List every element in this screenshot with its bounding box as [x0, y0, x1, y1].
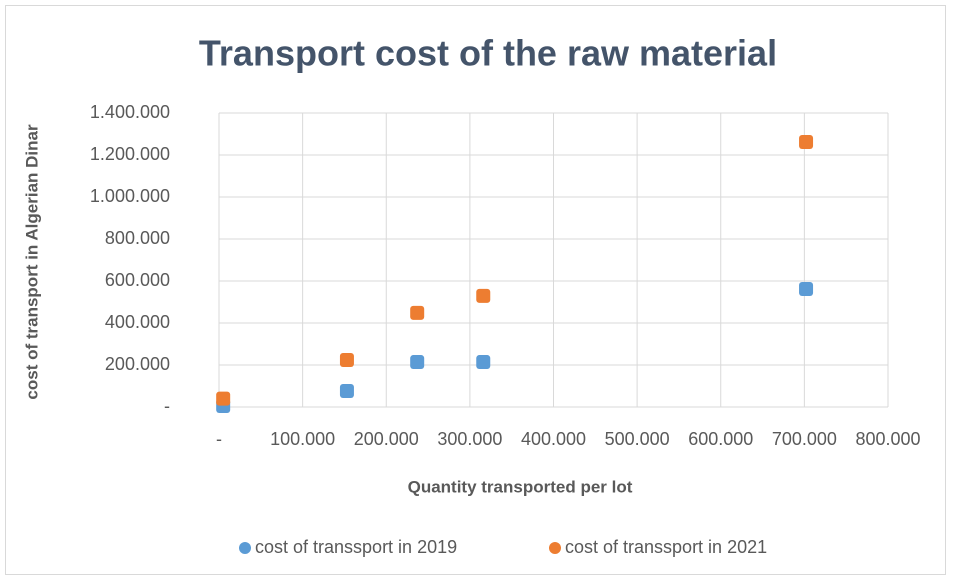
chart-border: [5, 5, 946, 575]
scatter-point: [410, 305, 425, 320]
scatter-point: [216, 391, 231, 406]
scatter-point: [410, 355, 425, 370]
x-tick-label: 100.000: [270, 429, 335, 449]
x-tick-label: 800.000: [855, 429, 920, 449]
legend-marker: [239, 542, 251, 554]
y-tick-label: 400.000: [105, 312, 170, 332]
y-tick-label: 1.000.000: [90, 186, 170, 206]
scatter-point: [476, 355, 491, 370]
scatter-point: [476, 288, 491, 303]
x-axis-title: Quantity transported per lot: [408, 477, 633, 496]
y-tick-label: 200.000: [105, 354, 170, 374]
scatter-point: [799, 281, 814, 296]
y-tick-label: 600.000: [105, 270, 170, 290]
scatter-point: [339, 352, 354, 367]
x-tick-label: 400.000: [521, 429, 586, 449]
x-tick-label: -: [216, 429, 222, 449]
scatter-point: [799, 134, 814, 149]
chart-title: Transport cost of the raw material: [199, 33, 777, 74]
x-tick-label: 200.000: [354, 429, 419, 449]
x-tick-label: 300.000: [437, 429, 502, 449]
y-tick-label: 1.400.000: [90, 102, 170, 122]
x-tick-label: 700.000: [772, 429, 837, 449]
legend-label: cost of transsport in 2021: [565, 537, 767, 557]
y-tick-label: 1.200.000: [90, 144, 170, 164]
y-axis-title: cost of transport in Algerian Dinar: [22, 124, 41, 400]
x-tick-label: 500.000: [605, 429, 670, 449]
legend-marker: [549, 542, 561, 554]
y-tick-label: -: [164, 396, 170, 416]
legend-label: cost of transsport in 2019: [255, 537, 457, 557]
x-tick-label: 600.000: [688, 429, 753, 449]
scatter-point: [339, 384, 354, 399]
y-tick-label: 800.000: [105, 228, 170, 248]
